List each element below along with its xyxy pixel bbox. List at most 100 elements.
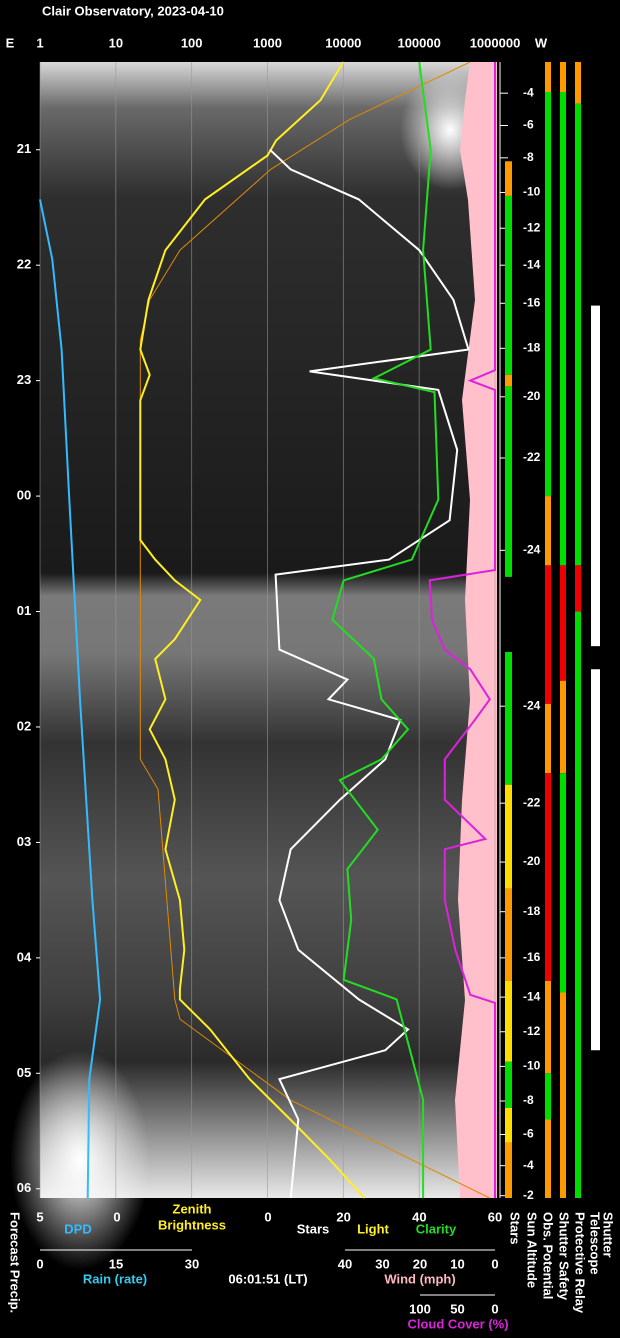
status-segment xyxy=(545,980,551,1074)
status-segment xyxy=(505,374,512,387)
bottom-tick-label: 30 xyxy=(185,1256,199,1271)
status-segment xyxy=(591,305,600,647)
series-line xyxy=(428,62,496,1198)
bottom-tick-label: 0 xyxy=(113,1209,120,1224)
status-segment xyxy=(505,161,512,196)
status-segment xyxy=(505,784,512,889)
status-segment xyxy=(505,651,512,785)
sun-tick-label: -16 xyxy=(523,295,541,309)
bottom-axis-label: Wind (mph) xyxy=(384,1271,455,1286)
sun-tick-label: -22 xyxy=(523,450,541,464)
side-label: Shutter Safety xyxy=(557,1212,572,1301)
y-tick-label: 22 xyxy=(17,257,31,272)
side-label: Protective Relay xyxy=(573,1212,588,1314)
sun-tick-label: -4 xyxy=(523,85,534,99)
bottom-tick-label: 50 xyxy=(450,1301,464,1316)
status-segment xyxy=(545,1073,551,1120)
zenith-label: Zenith xyxy=(173,1201,212,1216)
sun-tick-label: -8 xyxy=(523,1093,534,1107)
bottom-tick-label: 40 xyxy=(338,1256,352,1271)
y-tick-label: 01 xyxy=(17,603,31,618)
x-tick-label: 1000 xyxy=(253,35,282,50)
status-segment xyxy=(575,103,581,566)
status-segment xyxy=(545,703,551,774)
sun-tick-label: -8 xyxy=(523,150,534,164)
status-segment xyxy=(545,773,551,981)
bottom-tick-label: 0 xyxy=(491,1301,498,1316)
status-segment xyxy=(560,92,566,566)
bottom-tick-label: 15 xyxy=(109,1256,123,1271)
side-label: Stars xyxy=(508,1212,523,1245)
x-tick-label: 1000000 xyxy=(470,35,521,50)
y-tick-label: 21 xyxy=(17,141,31,156)
status-segment xyxy=(505,980,512,1062)
x-tick-label: 10 xyxy=(109,35,123,50)
status-segment xyxy=(575,611,581,1198)
sun-tick-label: -4 xyxy=(523,1158,534,1172)
side-label: Forecast Precip. xyxy=(8,1212,23,1313)
side-label: Telescope xyxy=(588,1212,603,1275)
bottom-tick-label: 0 xyxy=(491,1256,498,1271)
status-segment xyxy=(545,1119,551,1198)
status-segment xyxy=(575,565,581,612)
status-segment xyxy=(575,62,581,104)
sky-glow xyxy=(10,1050,150,1270)
x-tick-label: 10000 xyxy=(325,35,361,50)
bottom-tick-label: 20 xyxy=(413,1256,427,1271)
sun-tick-label: -24 xyxy=(523,698,541,712)
status-segment xyxy=(505,1107,512,1143)
status-segment xyxy=(560,773,566,993)
bottom-axis-label: DPD xyxy=(64,1221,91,1236)
y-tick-label: 05 xyxy=(17,1065,31,1080)
zenith-label: Brightness xyxy=(158,1217,226,1232)
x-tick-label: 1 xyxy=(36,35,43,50)
status-segment xyxy=(591,669,600,1051)
status-segment xyxy=(545,92,551,497)
bottom-tick-label: 100 xyxy=(409,1301,431,1316)
bottom-tick-label: 10 xyxy=(450,1256,464,1271)
east-label: E xyxy=(6,35,15,50)
side-label: Shutter xyxy=(601,1212,616,1258)
time-label: 06:01:51 (LT) xyxy=(228,1271,307,1286)
cloud-area xyxy=(455,62,497,1198)
status-segment xyxy=(505,1142,512,1198)
sun-tick-label: -20 xyxy=(523,389,541,403)
y-tick-label: 04 xyxy=(17,949,32,964)
y-tick-label: 23 xyxy=(17,372,31,387)
status-segment xyxy=(545,496,551,566)
sun-tick-label: -18 xyxy=(523,340,541,354)
bottom-tick-label: 60 xyxy=(488,1209,502,1224)
series-line xyxy=(269,148,470,1199)
y-tick-label: 06 xyxy=(17,1180,31,1195)
sun-tick-label: -24 xyxy=(523,543,541,557)
x-tick-label: 100000 xyxy=(397,35,440,50)
series-line xyxy=(139,61,366,1199)
status-segment xyxy=(505,888,512,981)
side-label: Sun Altitude xyxy=(525,1212,540,1288)
sun-tick-label: -18 xyxy=(523,904,541,918)
series-line xyxy=(139,61,490,1199)
bottom-tick-label: 0 xyxy=(36,1256,43,1271)
stars-label: Stars xyxy=(297,1221,330,1236)
series-line xyxy=(331,61,440,1198)
y-tick-label: 00 xyxy=(17,488,31,503)
bottom-tick-label: 20 xyxy=(336,1209,350,1224)
sun-tick-label: -20 xyxy=(523,854,541,868)
bottom-axis-label: Cloud Cover (%) xyxy=(407,1316,508,1331)
y-tick-label: 03 xyxy=(17,834,31,849)
sun-tick-label: -12 xyxy=(523,220,541,234)
status-segment xyxy=(560,992,566,1198)
status-segment xyxy=(560,62,566,93)
y-tick-label: 02 xyxy=(17,718,31,733)
status-segment xyxy=(560,680,566,774)
clarity-label: Clarity xyxy=(416,1221,457,1236)
sun-tick-label: -16 xyxy=(523,950,541,964)
status-segment xyxy=(545,62,551,93)
bottom-tick-label: 30 xyxy=(375,1256,389,1271)
status-segment xyxy=(505,386,512,577)
light-label: Light xyxy=(357,1221,389,1236)
sun-tick-label: -12 xyxy=(523,1024,541,1038)
x-tick-label: 100 xyxy=(181,35,203,50)
bottom-tick-label: 5 xyxy=(36,1209,43,1224)
